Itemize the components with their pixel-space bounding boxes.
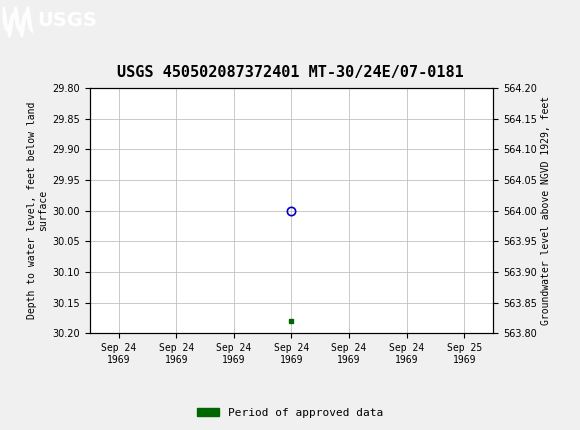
Y-axis label: Groundwater level above NGVD 1929, feet: Groundwater level above NGVD 1929, feet <box>541 96 551 325</box>
Text: USGS: USGS <box>38 11 97 30</box>
Text: USGS 450502087372401 MT-30/24E/07-0181: USGS 450502087372401 MT-30/24E/07-0181 <box>117 64 463 80</box>
Legend: Period of approved data: Period of approved data <box>193 403 387 422</box>
Y-axis label: Depth to water level, feet below land
surface: Depth to water level, feet below land su… <box>27 102 48 319</box>
